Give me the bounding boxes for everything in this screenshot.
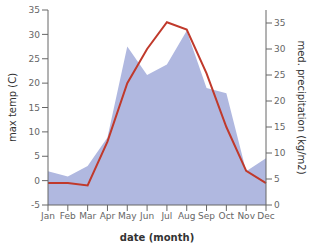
svg-text:med. precipitation (kg/m2): med. precipitation (kg/m2) <box>296 40 307 174</box>
svg-text:Feb: Feb <box>60 211 76 221</box>
svg-text:Jul: Jul <box>160 211 172 221</box>
svg-text:Nov: Nov <box>237 211 255 221</box>
svg-text:Aug: Aug <box>178 211 196 221</box>
svg-text:30: 30 <box>274 44 286 54</box>
svg-text:10: 10 <box>29 127 41 137</box>
svg-text:-5: -5 <box>31 200 40 210</box>
svg-text:Mar: Mar <box>79 211 96 221</box>
svg-text:Dec: Dec <box>257 211 274 221</box>
svg-text:25: 25 <box>29 54 40 64</box>
svg-text:5: 5 <box>34 151 40 161</box>
svg-text:5: 5 <box>274 174 280 184</box>
svg-text:Sep: Sep <box>198 211 215 221</box>
svg-text:20: 20 <box>274 96 286 106</box>
svg-text:May: May <box>118 211 137 221</box>
svg-text:Apr: Apr <box>100 211 116 221</box>
svg-text:20: 20 <box>29 78 41 88</box>
svg-text:Jan: Jan <box>40 211 55 221</box>
svg-text:15: 15 <box>274 122 285 132</box>
svg-text:Jun: Jun <box>139 211 154 221</box>
svg-text:30: 30 <box>29 30 41 40</box>
svg-text:date (month): date (month) <box>120 232 194 243</box>
svg-text:35: 35 <box>274 18 285 28</box>
svg-text:15: 15 <box>29 103 40 113</box>
svg-text:25: 25 <box>274 70 285 80</box>
svg-text:10: 10 <box>274 148 286 158</box>
svg-text:0: 0 <box>34 176 40 186</box>
svg-text:max temp (C): max temp (C) <box>8 73 18 142</box>
svg-text:0: 0 <box>274 200 280 210</box>
svg-text:Oct: Oct <box>219 211 235 221</box>
svg-text:35: 35 <box>29 5 40 15</box>
